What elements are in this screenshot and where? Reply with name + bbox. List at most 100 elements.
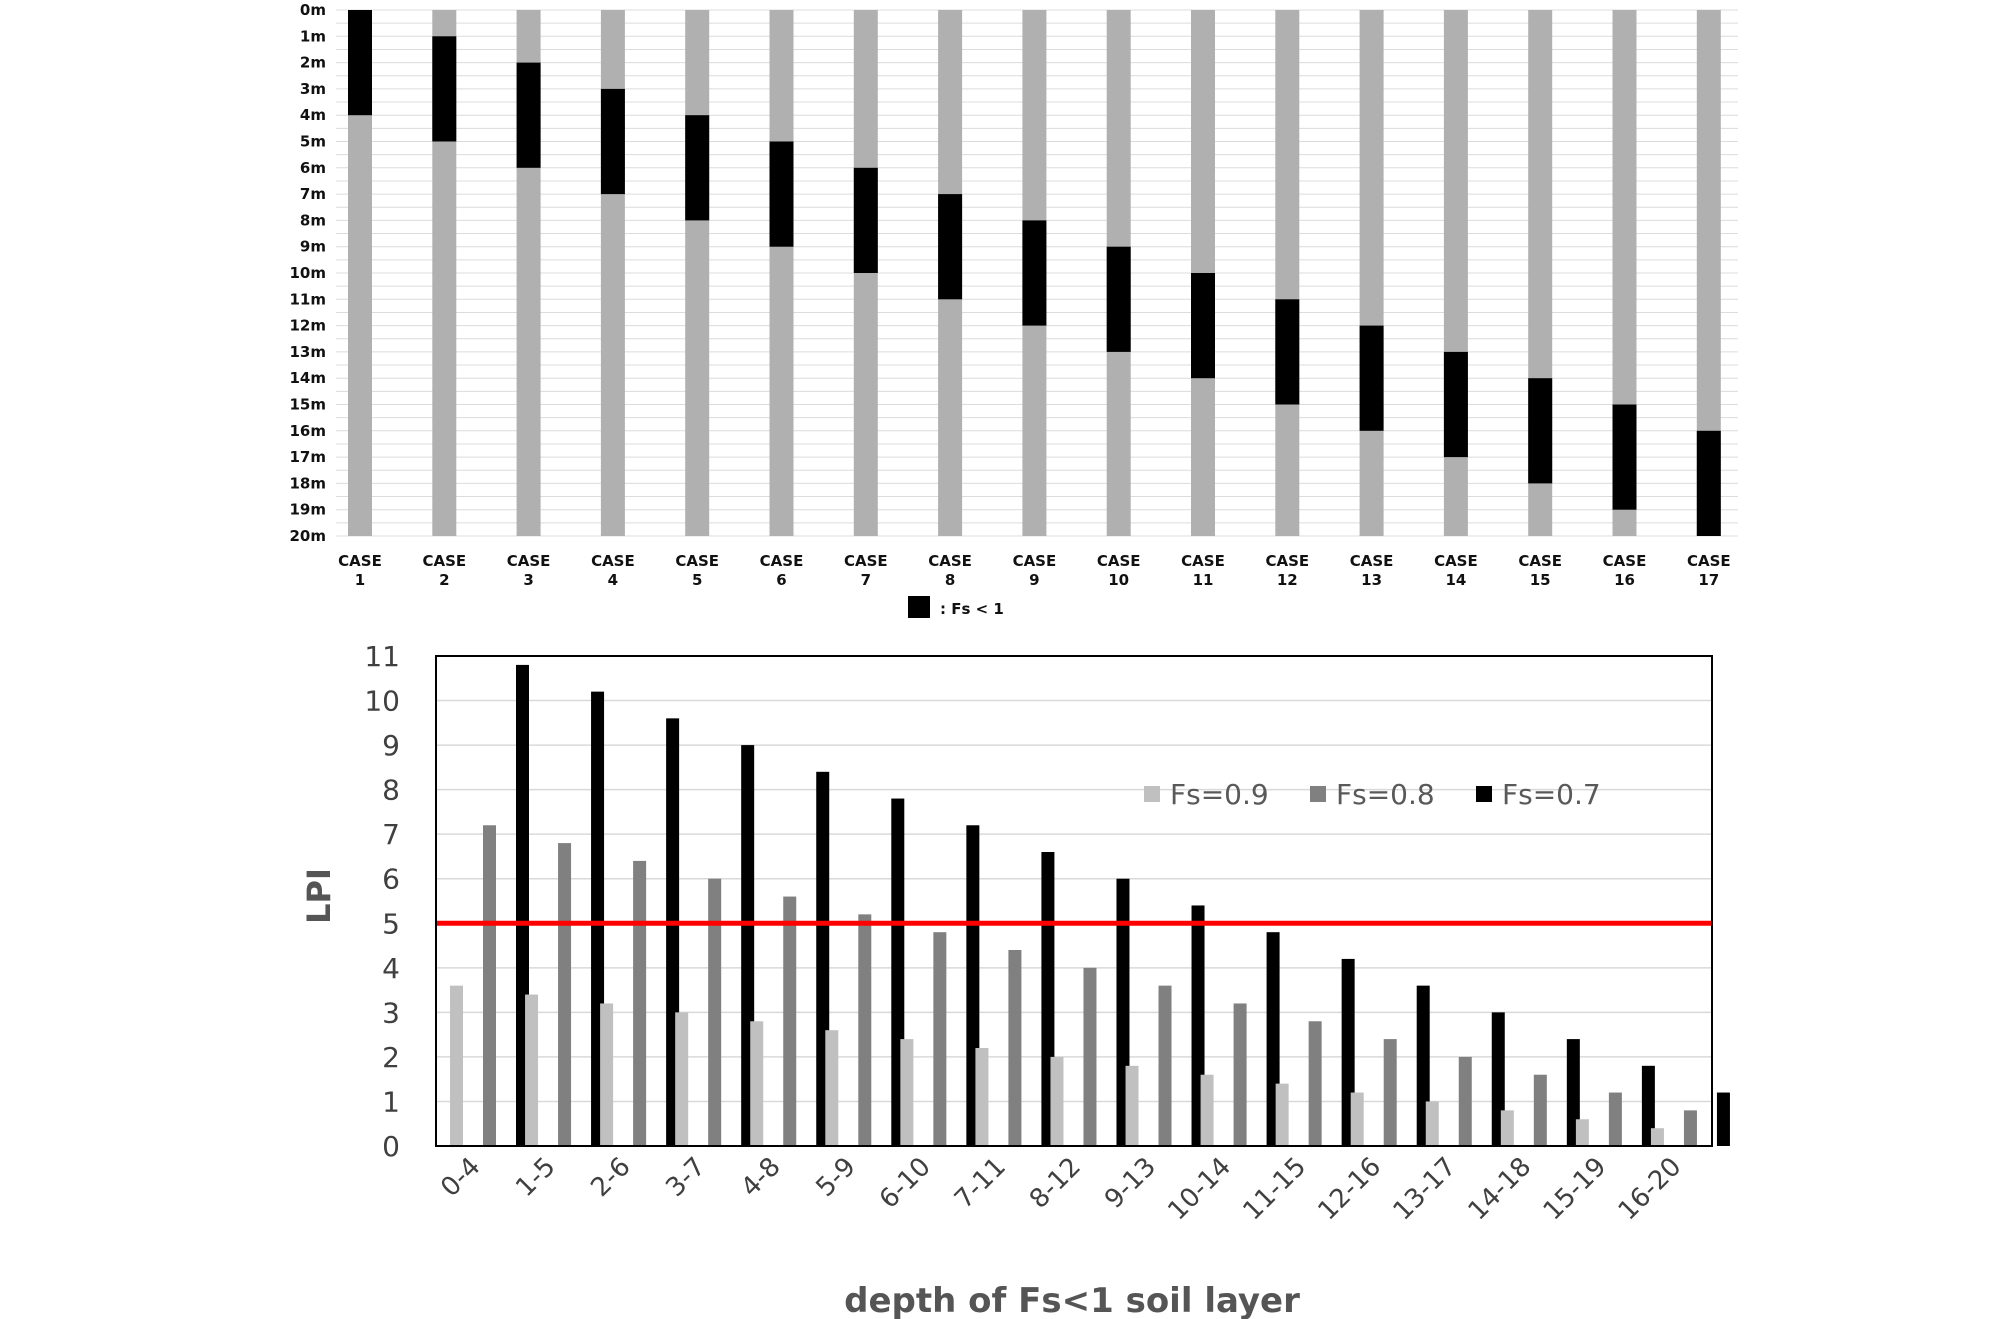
case-number-label: 16	[1614, 571, 1635, 589]
fs-lt-1-layer-bar	[1022, 220, 1047, 326]
lpi-bar	[1083, 967, 1097, 1146]
soil-column-bar	[1275, 10, 1300, 536]
top-y-tick-label: 8m	[300, 211, 326, 229]
lpi-bar	[483, 825, 496, 1146]
lpi-legend: Fs=0.9 Fs=0.8 Fs=0.7	[1144, 778, 1601, 811]
lpi-y-tick-label: 2	[382, 1041, 400, 1074]
fs-lt-1-layer-bar	[1275, 299, 1300, 405]
case-label: CASE	[760, 552, 804, 570]
case-label: CASE	[1265, 552, 1309, 570]
top-y-tick-label: 19m	[289, 501, 326, 519]
fs-lt-1-layer-bar	[938, 194, 963, 300]
fs-lt-1-layer-bar	[516, 62, 541, 168]
fs-lt-1-layer-bar	[769, 141, 794, 247]
lpi-x-tick-label: 10-14	[1162, 1152, 1237, 1227]
case-number-label: 10	[1108, 571, 1129, 589]
lpi-bar	[1233, 1003, 1247, 1146]
lpi-x-tick-label: 9-13	[1099, 1152, 1162, 1215]
soil-column-bar	[1443, 10, 1468, 536]
lpi-x-tick-label: 15-19	[1538, 1152, 1613, 1227]
lpi-bar	[558, 843, 572, 1146]
top-bars	[348, 10, 1721, 536]
soil-column-bar	[685, 10, 710, 536]
lpi-bar	[1575, 1119, 1589, 1146]
case-number-label: 12	[1277, 571, 1298, 589]
lpi-bar	[933, 932, 947, 1146]
lpi-y-tick-label: 3	[382, 996, 400, 1029]
depth-profile-chart: 0m1m2m3m4m5m6m7m8m9m10m11m12m13m14m15m16…	[289, 1, 1738, 618]
top-y-tick-label: 6m	[300, 159, 326, 177]
lpi-bar	[1125, 1065, 1139, 1146]
lpi-y-tick-label: 11	[364, 640, 400, 673]
top-y-tick-label: 15m	[289, 396, 326, 414]
top-y-tick-label: 5m	[300, 133, 326, 151]
soil-column-bar	[769, 10, 794, 536]
lpi-bar	[1008, 950, 1022, 1146]
lpi-x-tick-label: 7-11	[949, 1152, 1012, 1215]
lpi-legend-swatch	[1310, 786, 1326, 802]
fs-lt-1-layer-bar	[1359, 325, 1384, 431]
lpi-gridlines	[436, 655, 1712, 1147]
lpi-x-tick-label: 16-20	[1613, 1152, 1688, 1227]
case-label: CASE	[507, 552, 551, 570]
fs-lt-1-layer-bar	[600, 88, 625, 195]
lpi-legend-label: Fs=0.7	[1502, 778, 1601, 811]
lpi-x-axis-ticks: 0-4 1-5 2-6 3-7 4-8 5-9 6-10 7-11 8-12 9-13 10-14 1…	[435, 1152, 1687, 1227]
case-label: CASE	[1434, 552, 1478, 570]
case-number-label: 3	[523, 571, 533, 589]
lpi-bar	[1200, 1074, 1214, 1146]
lpi-y-tick-label: 5	[382, 907, 400, 940]
lpi-x-tick-label: 8-12	[1024, 1152, 1087, 1215]
case-label: CASE	[928, 552, 972, 570]
lpi-bar	[1650, 1128, 1664, 1146]
lpi-bar	[1716, 1092, 1730, 1146]
case-number-label: 14	[1445, 571, 1466, 589]
lpi-x-tick-label: 12-16	[1313, 1152, 1388, 1227]
lpi-legend-label: Fs=0.9	[1170, 778, 1269, 811]
lpi-bar	[825, 1030, 839, 1146]
case-number-label: 5	[692, 571, 702, 589]
lpi-x-tick-label: 1-5	[510, 1152, 561, 1203]
case-number-label: 11	[1193, 571, 1214, 589]
case-label: CASE	[1350, 552, 1394, 570]
lpi-y-tick-label: 8	[382, 774, 400, 807]
top-y-tick-label: 14m	[289, 369, 326, 387]
lpi-legend-swatch	[1476, 786, 1492, 802]
lpi-bar	[1533, 1074, 1547, 1146]
lpi-y-tick-label: 7	[382, 818, 400, 851]
lpi-x-tick-label: 14-18	[1463, 1152, 1538, 1227]
legend-label-fs-lt-1: : Fs < 1	[940, 600, 1004, 618]
lpi-bar	[858, 914, 872, 1146]
case-number-label: 13	[1361, 571, 1382, 589]
top-y-tick-label: 9m	[300, 238, 326, 256]
lpi-bar	[600, 1003, 614, 1146]
lpi-bar	[450, 985, 463, 1146]
fs-lt-1-layer-bar	[432, 36, 457, 142]
lpi-bar	[1383, 1039, 1397, 1146]
lpi-x-tick-label: 13-17	[1388, 1152, 1463, 1227]
lpi-bar	[525, 994, 539, 1146]
case-label: CASE	[675, 552, 719, 570]
top-y-tick-label: 4m	[300, 106, 326, 124]
case-label: CASE	[1013, 552, 1057, 570]
lpi-bar	[1425, 1101, 1439, 1146]
case-number-label: 2	[439, 571, 449, 589]
top-y-tick-label: 3m	[300, 80, 326, 98]
case-number-label: 4	[608, 571, 618, 589]
lpi-bar	[975, 1048, 989, 1146]
case-number-label: 1	[355, 571, 365, 589]
top-y-tick-label: 11m	[289, 290, 326, 308]
case-label: CASE	[1097, 552, 1141, 570]
lpi-bar	[1500, 1110, 1514, 1146]
case-label: CASE	[1181, 552, 1225, 570]
lpi-bar	[750, 1021, 764, 1146]
lpi-x-axis-label: depth of Fs<1 soil layer	[844, 1281, 1300, 1319]
case-number-label: 17	[1698, 571, 1719, 589]
lpi-bar	[1608, 1092, 1622, 1146]
lpi-bar	[1458, 1056, 1472, 1146]
lpi-x-tick-label: 11-15	[1237, 1152, 1312, 1227]
top-y-tick-label: 13m	[289, 343, 326, 361]
case-label: CASE	[844, 552, 888, 570]
fs-lt-1-layer-bar	[685, 115, 710, 221]
